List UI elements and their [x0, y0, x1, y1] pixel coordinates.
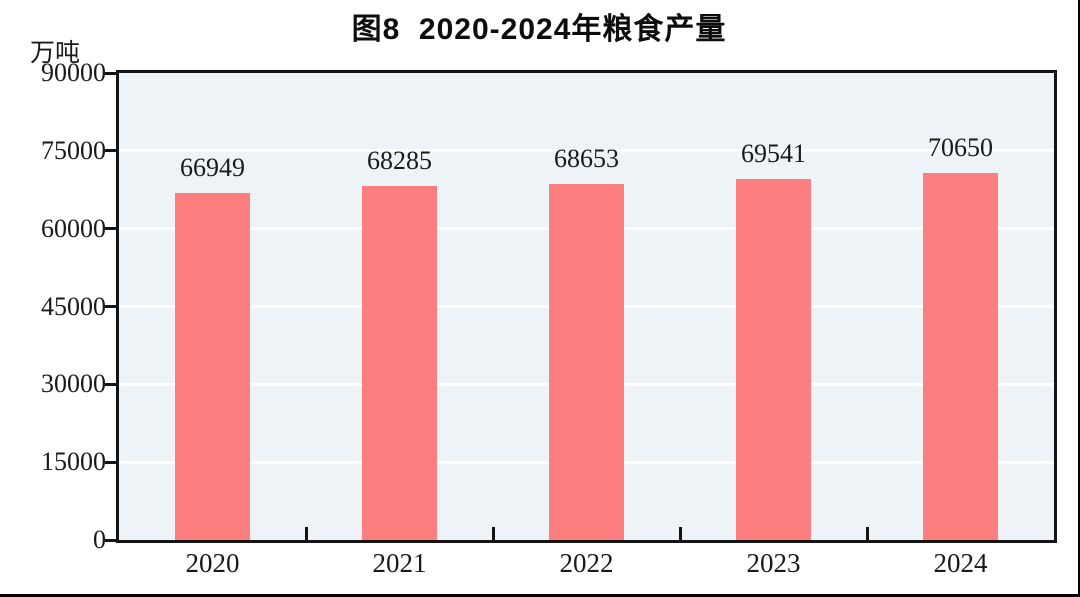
x-tick-label: 2022: [559, 548, 614, 578]
x-axis-tick-mark: [491, 527, 495, 540]
x-tick-label: 2024: [933, 548, 988, 578]
bar-value-label: 70650: [928, 133, 993, 163]
y-axis-unit-label: 万吨: [30, 40, 81, 67]
bar: [736, 179, 811, 540]
bar: [923, 173, 998, 540]
x-tick-label: 2021: [372, 548, 427, 578]
y-tick-label: 60000: [41, 213, 106, 243]
x-tick-label: 2023: [746, 548, 801, 578]
bar: [549, 183, 624, 540]
y-tick-label: 0: [93, 525, 106, 554]
bar: [175, 192, 250, 540]
gridline: [119, 149, 1054, 153]
x-axis-tick-mark: [865, 527, 869, 540]
bar-value-label: 68653: [554, 143, 619, 173]
x-axis-tick-mark: [678, 527, 682, 540]
y-axis-tick-mark: [105, 305, 116, 308]
x-axis-tick-mark: [304, 527, 308, 540]
y-axis-tick-mark: [105, 149, 116, 153]
y-tick-label: 30000: [41, 369, 106, 399]
y-tick-label: 75000: [41, 135, 106, 165]
chart-title: 图8 2020-2024年粮食产量: [351, 13, 727, 46]
x-tick-label: 2020: [185, 548, 240, 578]
y-tick-label: 45000: [41, 291, 106, 321]
y-axis-tick-mark: [105, 460, 116, 464]
plot-area: 66949 68285 68653 69541 70650: [116, 70, 1057, 543]
y-axis-tick-mark: [105, 382, 116, 386]
y-tick-label: 15000: [41, 447, 106, 477]
bar-value-label: 69541: [741, 139, 806, 169]
bar-value-label: 68285: [367, 145, 432, 175]
y-axis-tick-mark: [105, 538, 116, 542]
bar: [362, 185, 437, 540]
y-axis-tick-mark: [105, 227, 116, 231]
bar-value-label: 66949: [180, 152, 245, 182]
y-axis-tick-mark: [105, 71, 116, 75]
y-tick-label: 90000: [41, 58, 106, 87]
